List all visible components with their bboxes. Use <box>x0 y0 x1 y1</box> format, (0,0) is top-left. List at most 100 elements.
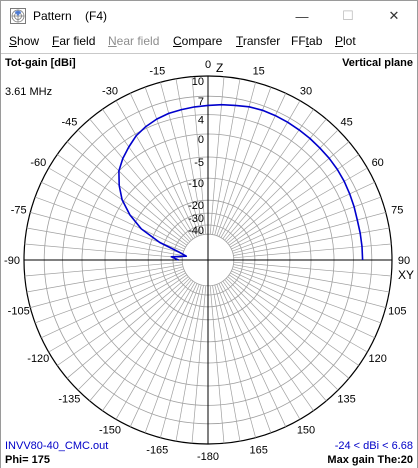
polar-pattern-chart: 0153045607590105120135150165-180-165-150… <box>4 59 414 463</box>
plane-label: Vertical plane <box>342 57 413 69</box>
title-bar[interactable]: Pattern (F4) — ☐ ✕ <box>1 1 417 31</box>
grid-radial-line <box>191 76 207 235</box>
close-icon: ✕ <box>388 8 400 23</box>
close-button[interactable]: ✕ <box>371 1 417 31</box>
max-gain-label: Max gain The:20 <box>327 454 413 466</box>
ring-label: -20 <box>188 200 204 212</box>
gain-unit-label: Tot-gain [dBi] <box>5 57 76 69</box>
angle-label: -60 <box>30 157 46 169</box>
angle-label: 165 <box>250 444 268 456</box>
phi-label: Phi= 175 <box>5 454 50 466</box>
angle-label: -90 <box>4 255 20 267</box>
grid-radial-line <box>228 274 359 366</box>
angle-label: 30 <box>300 85 312 97</box>
grid-radial-line <box>216 86 272 236</box>
menu-show[interactable]: Show <box>9 34 40 48</box>
menu-compare[interactable]: Compare <box>173 34 223 48</box>
grid-radial-line <box>209 76 225 235</box>
grid-radial-line <box>26 227 183 256</box>
grid-radial-line <box>222 109 314 240</box>
angle-label: 60 <box>372 157 384 169</box>
menu-bar: Show Far field Near field Compare Transf… <box>1 32 417 52</box>
angle-label: -135 <box>58 394 80 406</box>
angle-label: 0 <box>205 59 211 71</box>
frequency-label: 3.61 MHz <box>5 86 53 98</box>
menu-plot[interactable]: Plot <box>335 34 356 48</box>
menu-transfer[interactable]: Transfer <box>236 34 281 48</box>
grid-radial-line <box>129 283 198 427</box>
grid-radial-line <box>115 100 196 238</box>
angle-label: -165 <box>146 444 168 456</box>
grid-radial-line <box>222 280 314 411</box>
angle-label: 15 <box>253 66 265 78</box>
grid-radial-line <box>26 264 183 293</box>
ring-label: 0 <box>198 134 204 146</box>
ring-label: -40 <box>188 225 204 237</box>
grid-radial-line <box>102 280 194 411</box>
grid-radial-line <box>191 285 207 444</box>
grid-radial-line <box>220 100 301 238</box>
angle-label: -15 <box>149 66 165 78</box>
grid-radial-line <box>218 283 287 427</box>
angle-label: 45 <box>340 116 352 128</box>
minimize-icon: — <box>295 8 309 24</box>
grid-radial-line <box>160 284 202 438</box>
axis-label-xy: XY <box>398 268 414 282</box>
grid-radial-line <box>41 270 185 339</box>
grid-radial-line <box>34 268 184 324</box>
grid-radial-line <box>24 243 183 259</box>
grid-radial-line <box>129 93 198 237</box>
angle-labels: 0153045607590105120135150165-180-165-150… <box>4 59 410 463</box>
ring-label: -10 <box>188 178 204 190</box>
minimize-button[interactable]: — <box>279 1 325 31</box>
angle-label: 105 <box>388 306 406 318</box>
grid-radial-line <box>218 93 287 237</box>
grid-radial-line <box>227 276 350 379</box>
grid-radial-line <box>233 261 392 277</box>
grid-radial-line <box>225 277 339 391</box>
grid-radial-line <box>209 285 225 444</box>
menu-fftab[interactable]: FFtab <box>291 34 323 48</box>
grid-radial-line <box>144 284 200 434</box>
grid-radial-line <box>233 243 392 259</box>
window-title: Pattern (F4) <box>33 9 108 23</box>
menu-near-field[interactable]: Near field <box>108 34 160 48</box>
menu-far-field[interactable]: Far field <box>52 34 96 48</box>
angle-label: 135 <box>337 394 355 406</box>
grid-radial-line <box>175 78 204 235</box>
ring-label: 4 <box>198 115 204 127</box>
grid-radial-line <box>216 284 272 434</box>
grid-radial-line <box>66 141 189 244</box>
angle-label: 75 <box>391 204 403 216</box>
grid-radial-line <box>160 82 202 236</box>
angle-label: -45 <box>61 116 77 128</box>
grid-radial-line <box>232 268 382 324</box>
ring-label: 7 <box>198 96 204 108</box>
gain-range-label: -24 < dBi < 6.68 <box>334 440 413 452</box>
grid-radial-line <box>220 282 301 420</box>
grid-radial-line <box>233 264 390 293</box>
angle-label: 150 <box>297 425 315 437</box>
grid-radial-line <box>232 266 386 308</box>
ring-label: -5 <box>194 157 204 169</box>
grid-radial-line <box>24 261 183 277</box>
grid-radial-line <box>89 118 192 241</box>
grid-radial-line <box>30 212 184 254</box>
polar-grid <box>23 75 393 445</box>
grid-radial-line <box>48 272 186 353</box>
angle-label: -150 <box>99 425 121 437</box>
file-name-label: INVV80-40_CMC.out <box>5 440 109 452</box>
angle-label: -30 <box>102 85 118 97</box>
grid-radial-line <box>232 196 382 252</box>
maximize-button[interactable]: ☐ <box>325 1 371 31</box>
pattern-plot-area[interactable]: 0 15 30 45 60 75 90 105 120 135 150 165 -180 -165 -150… <box>1 53 417 468</box>
angle-label: 90 <box>398 255 410 267</box>
grid-radial-line <box>214 82 256 236</box>
grid-radial-line <box>102 109 194 240</box>
grid-radial-line <box>30 266 184 308</box>
ring-label: -30 <box>188 213 204 225</box>
grid-radial-line <box>77 277 191 391</box>
grid-radial-line <box>48 167 186 248</box>
angle-label: 120 <box>369 353 387 365</box>
